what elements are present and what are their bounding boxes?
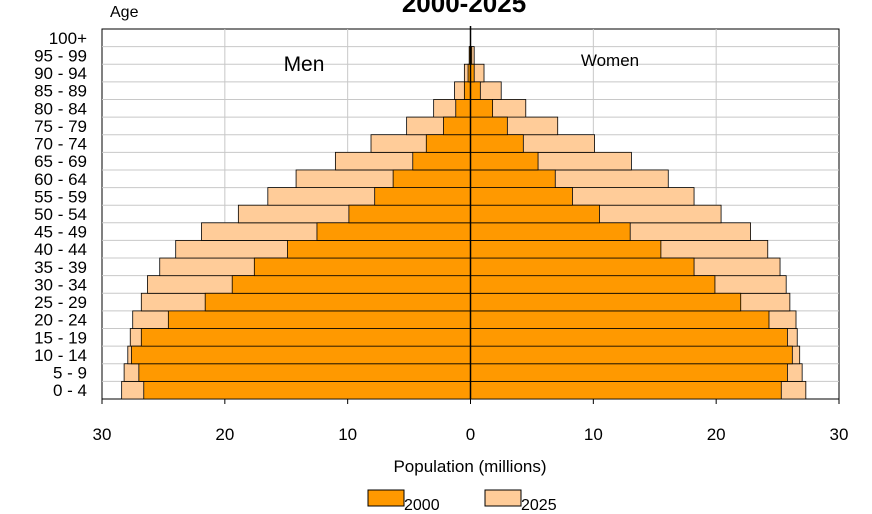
age-label: 75 - 79: [34, 117, 87, 136]
legend-label-2000: 2000: [404, 497, 440, 514]
bar-men-2000: [392, 169, 471, 188]
bar-women-2000: [470, 169, 556, 188]
age-label: 85 - 89: [34, 82, 87, 101]
age-label: 65 - 69: [34, 152, 87, 171]
chart-title: 2000-2025: [402, 0, 526, 18]
age-label: 35 - 39: [34, 258, 87, 277]
bar-men-2000: [443, 116, 471, 136]
bar-men-2000: [253, 257, 471, 277]
bar-women-2000: [470, 292, 742, 312]
bar-women-2000: [470, 116, 508, 136]
x-axis-label: Population (millions): [393, 457, 546, 476]
bar-women-2000: [470, 257, 695, 277]
x-tick-label: 0: [466, 425, 475, 444]
bar-women-2000: [470, 151, 539, 171]
bar-men-2000: [412, 151, 471, 171]
age-label: 40 - 44: [34, 240, 87, 259]
age-label: 25 - 29: [34, 293, 87, 312]
bar-women-2000: [470, 204, 600, 224]
bar-men-2000: [455, 99, 471, 118]
bar-men-2000: [131, 345, 471, 365]
bar-men-2000: [140, 328, 471, 347]
legend-label-2025: 2025: [521, 497, 557, 514]
age-label: 0 - 4: [53, 381, 87, 400]
bar-men-2000: [167, 310, 471, 329]
age-label: 15 - 19: [34, 328, 87, 347]
y-axis-label: Age: [110, 4, 139, 21]
x-tick-label: 10: [338, 425, 357, 444]
age-label: 90 - 94: [34, 64, 87, 83]
x-tick-label: 30: [830, 425, 849, 444]
bar-women-2000: [470, 328, 788, 347]
age-label: 10 - 14: [34, 346, 87, 365]
bar-men-2000: [287, 240, 471, 259]
age-label: 30 - 34: [34, 275, 87, 294]
axes: [101, 26, 840, 404]
bar-women-2000: [470, 310, 770, 329]
age-label: 80 - 84: [34, 99, 87, 118]
age-label: 20 - 24: [34, 311, 87, 330]
bar-women-2000: [470, 99, 494, 118]
bar-women-2000: [470, 275, 716, 294]
x-tick-label: 20: [707, 425, 726, 444]
age-label: 55 - 59: [34, 187, 87, 206]
x-tick-label: 20: [215, 425, 234, 444]
age-label: 95 - 99: [34, 46, 87, 65]
bar-women-2000: [470, 345, 793, 365]
bar-men-2000: [204, 292, 471, 312]
bar-women-2000: [470, 134, 524, 153]
age-label: 60 - 64: [34, 170, 87, 189]
bar-women-2000: [470, 222, 631, 241]
x-tick-label: 30: [93, 425, 112, 444]
bar-women-2000: [470, 363, 788, 382]
bar-men-2000: [138, 363, 471, 382]
bar-women-2000: [470, 81, 481, 100]
legend-swatch-2025: [484, 489, 522, 507]
age-label: 5 - 9: [53, 364, 87, 383]
legend: 2000 2025: [367, 489, 557, 514]
men-label: Men: [284, 53, 325, 76]
bar-men-2000: [316, 222, 471, 241]
x-tick-labels: 30 20 10 0 10 20 30: [93, 425, 849, 444]
bar-women-2000: [470, 240, 662, 259]
bar-men-2000: [231, 275, 471, 294]
age-label: 45 - 49: [34, 223, 87, 242]
bar-men-2000: [374, 187, 471, 206]
legend-swatch-2000: [367, 489, 405, 507]
bars: [121, 46, 807, 400]
women-label: Women: [581, 51, 639, 70]
age-label: 70 - 74: [34, 135, 87, 154]
bar-women-2000: [470, 187, 573, 206]
bar-men-2000: [348, 204, 471, 224]
bar-men-2000: [143, 380, 471, 400]
bar-men-2000: [425, 134, 471, 153]
age-label: 100+: [49, 29, 87, 48]
x-tick-label: 10: [584, 425, 603, 444]
bar-women-2000: [470, 380, 782, 400]
bar-men-2000: [463, 81, 471, 100]
age-label: 50 - 54: [34, 205, 87, 224]
